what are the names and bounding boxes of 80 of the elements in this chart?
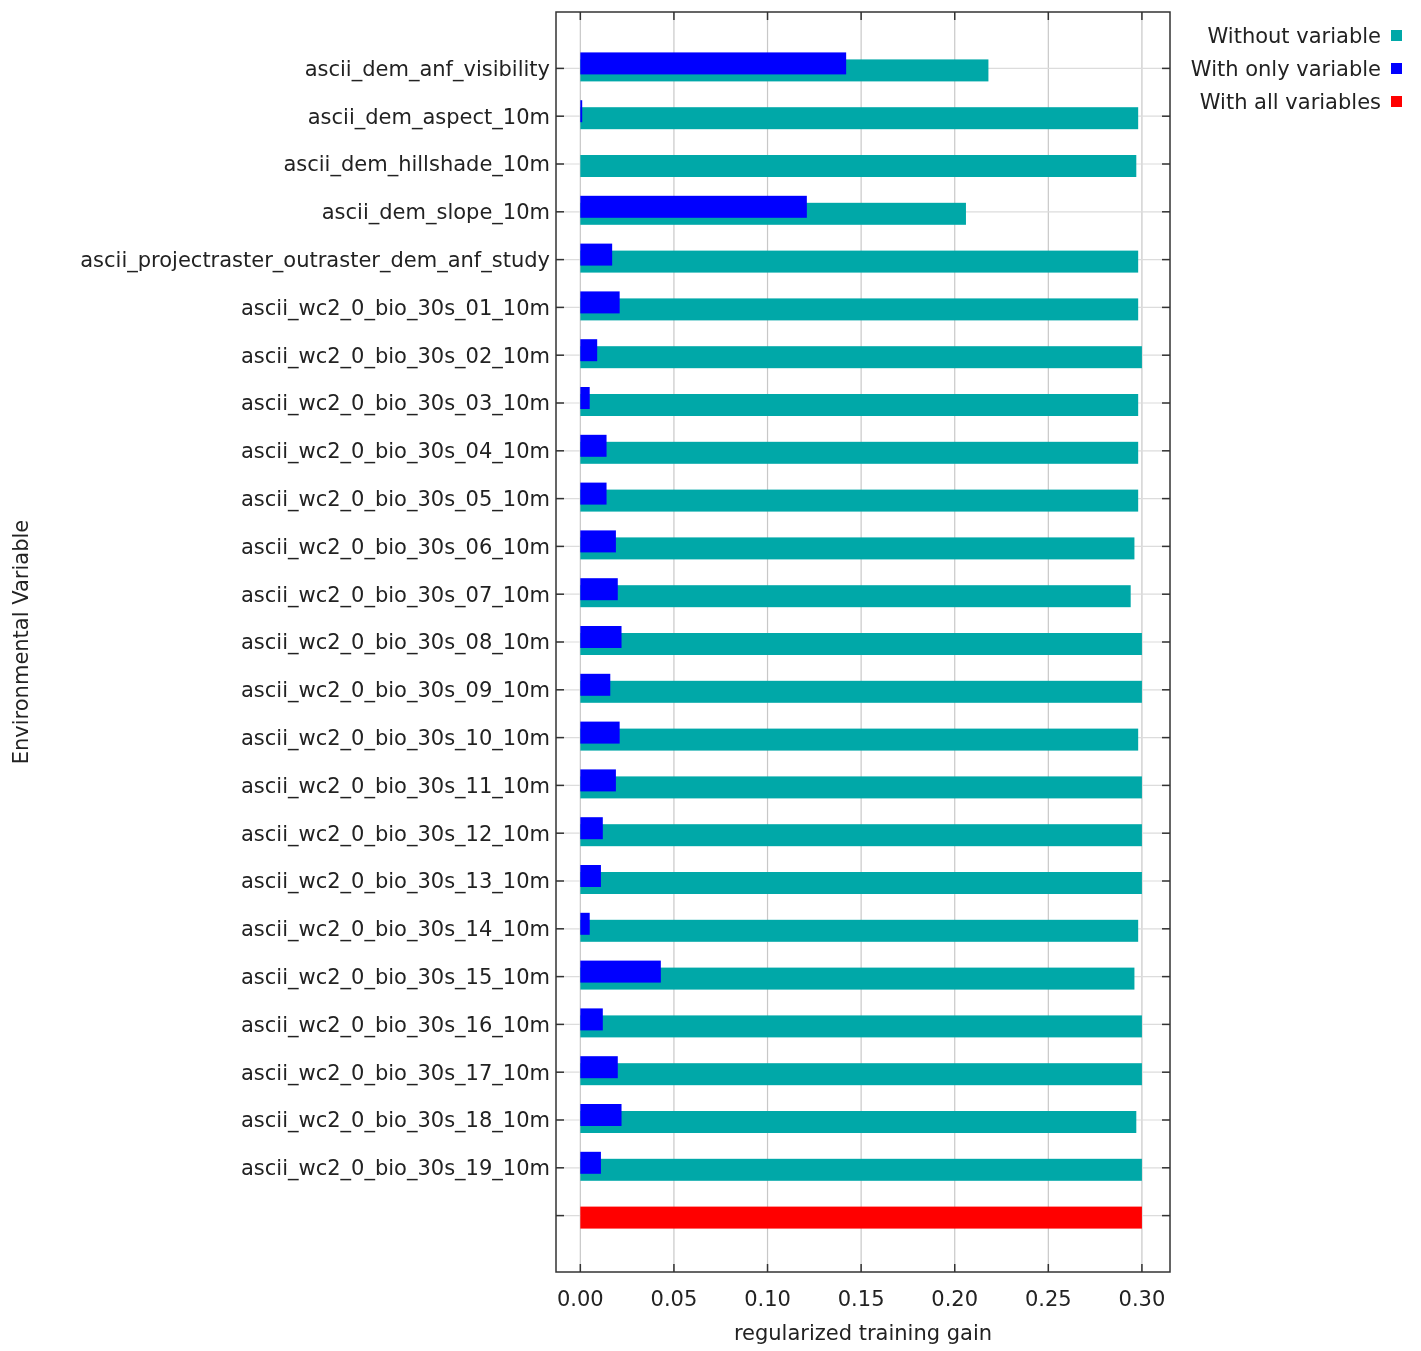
bar	[580, 482, 607, 505]
y-tick-label: ascii_wc2_0_bio_30s_11_10m	[240, 773, 550, 799]
bar	[580, 872, 1142, 894]
bar	[580, 721, 620, 744]
bar	[580, 537, 1135, 560]
x-tick-label: 0.30	[1118, 1287, 1166, 1311]
bar	[580, 919, 1139, 942]
y-tick-label: ascii_wc2_0_bio_30s_09_10m	[240, 678, 550, 704]
bar	[580, 291, 620, 314]
bar	[580, 728, 1139, 751]
bar	[580, 680, 1142, 703]
legend-label: With only variable	[1190, 57, 1381, 82]
bar	[580, 1104, 622, 1126]
bar	[580, 1158, 1142, 1181]
y-tick-label: ascii_wc2_0_bio_30s_19_10m	[240, 1156, 550, 1182]
bar	[580, 243, 613, 266]
x-tick-label: 0.05	[650, 1287, 698, 1311]
bar	[580, 578, 618, 601]
bar	[580, 155, 1137, 177]
y-tick-label: ascii_wc2_0_bio_30s_16_10m	[240, 1012, 550, 1038]
bar	[580, 530, 616, 553]
y-tick-label: ascii_wc2_0_bio_30s_07_10m	[240, 582, 550, 608]
x-tick-label: 0.15	[837, 1287, 885, 1311]
bar	[580, 865, 601, 887]
bar	[580, 769, 616, 792]
bar	[580, 1206, 1142, 1229]
y-tick-label: ascii_wc2_0_bio_30s_12_10m	[240, 821, 550, 847]
y-tick-label: ascii_wc2_0_bio_30s_08_10m	[240, 630, 550, 656]
x-axis-title: regularized training gain	[733, 1321, 993, 1345]
bar	[580, 912, 590, 935]
y-tick-label: ascii_dem_aspect_10m	[307, 104, 550, 130]
x-tick-label: 0.00	[556, 1287, 604, 1311]
y-tick-label: ascii_wc2_0_bio_30s_13_10m	[240, 869, 550, 895]
bar	[580, 673, 611, 696]
y-tick-label: ascii_wc2_0_bio_30s_17_10m	[240, 1060, 550, 1086]
y-tick-label: ascii_wc2_0_bio_30s_05_10m	[240, 486, 550, 512]
x-tick-label: 0.10	[744, 1287, 791, 1311]
bar	[580, 776, 1142, 799]
y-tick-label: ascii_dem_slope_10m	[321, 200, 550, 226]
bar	[580, 817, 603, 840]
x-tick-label: 0.20	[931, 1287, 979, 1311]
bar	[580, 489, 1139, 512]
legend-label: Without variable	[1207, 24, 1381, 49]
y-tick-label: ascii_wc2_0_bio_30s_10_10m	[240, 725, 550, 751]
bar	[580, 434, 607, 457]
bar	[580, 1063, 1142, 1086]
bar	[580, 394, 1139, 416]
y-tick-label: ascii_dem_hillshade_10m	[283, 152, 550, 178]
bar	[580, 626, 622, 648]
bar	[580, 585, 1131, 608]
bar	[580, 52, 847, 75]
y-tick-label: ascii_wc2_0_bio_30s_01_10m	[240, 295, 550, 321]
bar	[580, 107, 1139, 130]
y-tick-label: ascii_dem_anf_visibility	[304, 56, 550, 82]
bar	[580, 346, 1142, 369]
y-tick-label: ascii_wc2_0_bio_30s_15_10m	[240, 964, 550, 990]
bar	[580, 633, 1142, 655]
y-tick-label: ascii_projectraster_outraster_dem_anf_study	[80, 247, 550, 273]
bar	[580, 1056, 618, 1079]
x-tick-label: 0.25	[1024, 1287, 1072, 1311]
bar	[580, 250, 1139, 273]
y-tick-label: ascii_wc2_0_bio_30s_14_10m	[240, 917, 550, 943]
bar	[580, 1015, 1142, 1038]
bar	[580, 1008, 603, 1031]
y-tick-label: ascii_wc2_0_bio_30s_06_10m	[240, 534, 550, 560]
y-tick-label: ascii_wc2_0_bio_30s_04_10m	[240, 439, 550, 465]
bar	[580, 195, 807, 218]
bar	[580, 1111, 1137, 1133]
legend-label: With all variables	[1199, 90, 1381, 115]
bar	[580, 441, 1139, 464]
y-tick-label: ascii_wc2_0_bio_30s_02_10m	[240, 343, 550, 369]
y-tick-label: ascii_wc2_0_bio_30s_03_10m	[240, 391, 550, 417]
bar	[580, 339, 598, 362]
bar	[580, 298, 1139, 321]
bar	[580, 387, 590, 409]
bar	[580, 960, 661, 983]
y-axis-title: Environmental Variable	[9, 519, 33, 765]
bar	[580, 824, 1142, 847]
y-tick-label: ascii_wc2_0_bio_30s_18_10m	[240, 1108, 550, 1134]
bar	[580, 1151, 601, 1174]
